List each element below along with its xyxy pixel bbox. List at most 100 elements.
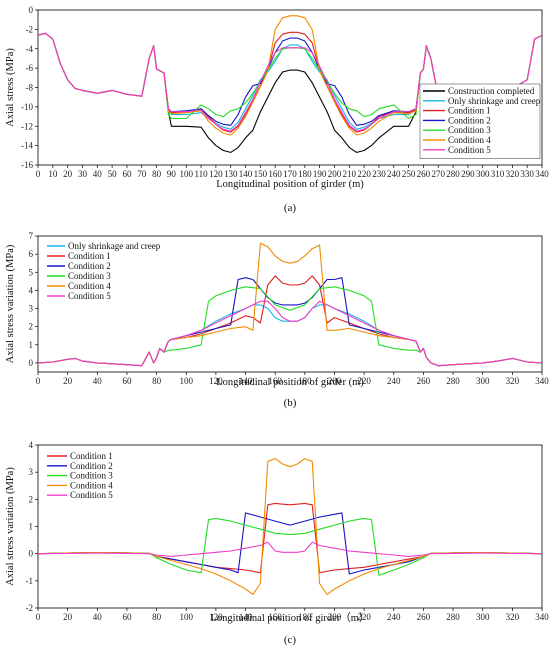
x-tick-label: 340 xyxy=(535,376,549,386)
x-tick-label: 300 xyxy=(476,376,490,386)
plot-frame xyxy=(37,235,543,373)
series-line-7 xyxy=(37,32,543,132)
series-line-4 xyxy=(37,458,543,595)
plot-frame xyxy=(37,444,543,609)
x-tick-label: 60 xyxy=(122,169,132,179)
y-tick-label: 1 xyxy=(29,522,34,532)
series-line-1 xyxy=(37,502,543,574)
y-tick-label: 6 xyxy=(29,249,34,259)
y-tick-label: 1 xyxy=(29,340,34,350)
x-tick-label: 80 xyxy=(152,376,162,386)
x-tick-label: 20 xyxy=(63,169,73,179)
x-tick-label: 280 xyxy=(446,612,460,622)
x-tick-label: 40 xyxy=(93,169,103,179)
x-tick-label: 180 xyxy=(298,376,312,386)
x-tick-label: 320 xyxy=(506,376,520,386)
x-tick-label: 20 xyxy=(63,376,73,386)
x-tick-label: 120 xyxy=(209,376,223,386)
y-tick-label: 2 xyxy=(29,494,34,504)
x-tick-label: 160 xyxy=(268,612,282,622)
y-tick-label: 0 xyxy=(29,5,34,15)
y-tick-label: -10 xyxy=(21,102,33,112)
x-tick-label: 130 xyxy=(224,169,238,179)
legend-entry: Condition 2 xyxy=(68,261,111,271)
chart-a: 0 10 20 30 40 50 60 70 80 90 100 110 120 130 140 150 160… xyxy=(5,5,549,214)
x-tick-label: 240 xyxy=(387,169,401,179)
legend-entry: Condition 3 xyxy=(68,271,111,281)
x-tick-label: 310 xyxy=(491,169,505,179)
legend-entry: Condition 1 xyxy=(448,106,491,116)
legend-box xyxy=(419,83,541,159)
series-line-5 xyxy=(37,541,543,557)
x-tick-label: 240 xyxy=(387,376,401,386)
series-line-4 xyxy=(37,286,543,367)
x-tick-label: 340 xyxy=(535,612,549,622)
x-tick-label: 90 xyxy=(167,169,177,179)
y-tick-label: 2 xyxy=(29,322,34,332)
x-tick-label: 220 xyxy=(357,612,371,622)
figure-caption: (a) xyxy=(284,202,297,214)
x-tick-label: 280 xyxy=(446,169,460,179)
y-tick-label: -6 xyxy=(26,63,34,73)
x-tick-label: 150 xyxy=(254,169,268,179)
x-tick-label: 210 xyxy=(343,169,357,179)
x-tick-label: 0 xyxy=(36,612,41,622)
legend-entry: Condition 1 xyxy=(70,451,113,461)
x-tick-label: 50 xyxy=(108,169,118,179)
series-line-1 xyxy=(37,304,543,367)
y-tick-label: 5 xyxy=(29,267,34,277)
legend-entry: Construction completed xyxy=(448,86,535,96)
x-tick-label: 120 xyxy=(209,169,223,179)
x-tick-label: 70 xyxy=(137,169,147,179)
x-tick-label: 230 xyxy=(372,169,386,179)
y-tick-label: -2 xyxy=(26,24,34,34)
y-tick-label: -12 xyxy=(21,121,33,131)
x-tick-label: 320 xyxy=(506,169,520,179)
series-line-6 xyxy=(37,300,543,367)
x-axis-label: Longitudinal position of girder (m) xyxy=(216,179,364,190)
y-tick-label: 3 xyxy=(29,467,34,477)
x-tick-label: 300 xyxy=(476,169,490,179)
x-tick-label: 140 xyxy=(239,612,253,622)
y-tick-label: 4 xyxy=(29,440,34,450)
x-tick-label: 100 xyxy=(179,612,193,622)
legend-entry: Condition 5 xyxy=(68,291,111,301)
x-tick-label: 270 xyxy=(431,169,445,179)
y-tick-label: 0 xyxy=(29,358,34,368)
figure-caption: (c) xyxy=(284,634,297,646)
x-tick-label: 20 xyxy=(63,612,73,622)
legend-entry: Condition 2 xyxy=(448,115,491,125)
y-tick-label: -8 xyxy=(26,83,34,93)
legend-entry: Condition 2 xyxy=(70,461,113,471)
legend-entry: Condition 5 xyxy=(70,490,113,500)
x-tick-label: 340 xyxy=(535,169,549,179)
x-tick-label: 110 xyxy=(194,169,208,179)
x-tick-label: 160 xyxy=(268,169,282,179)
x-tick-label: 290 xyxy=(461,169,475,179)
chart-c: 0 20 40 60 80 100 120 140 160 180 200 220 240 260 280 3… xyxy=(5,440,549,646)
x-axis-label: Longitudinal position of girder（m） xyxy=(211,612,370,624)
x-tick-label: 40 xyxy=(93,376,103,386)
x-tick-label: 200 xyxy=(328,612,342,622)
x-tick-label: 220 xyxy=(357,169,371,179)
x-tick-label: 260 xyxy=(417,169,431,179)
x-tick-label: 40 xyxy=(93,612,103,622)
y-tick-label: -1 xyxy=(26,576,34,586)
x-tick-label: 140 xyxy=(239,169,253,179)
y-tick-label: 7 xyxy=(29,231,34,241)
x-tick-label: 180 xyxy=(298,169,312,179)
x-tick-label: 30 xyxy=(78,169,88,179)
x-tick-label: 60 xyxy=(122,612,132,622)
x-tick-label: 100 xyxy=(179,376,193,386)
x-tick-label: 60 xyxy=(122,376,132,386)
x-tick-label: 300 xyxy=(476,612,490,622)
x-tick-label: 160 xyxy=(268,376,282,386)
series-line-3 xyxy=(37,517,543,576)
legend-entry: Condition 3 xyxy=(448,125,491,135)
legend-entry: Only shrinkage and creep xyxy=(448,96,541,106)
series-line-2 xyxy=(37,512,543,575)
legend-entry: Condition 4 xyxy=(448,135,491,145)
x-tick-label: 280 xyxy=(446,376,460,386)
x-tick-label: 120 xyxy=(209,612,223,622)
legend-entry: Condition 4 xyxy=(70,480,113,490)
